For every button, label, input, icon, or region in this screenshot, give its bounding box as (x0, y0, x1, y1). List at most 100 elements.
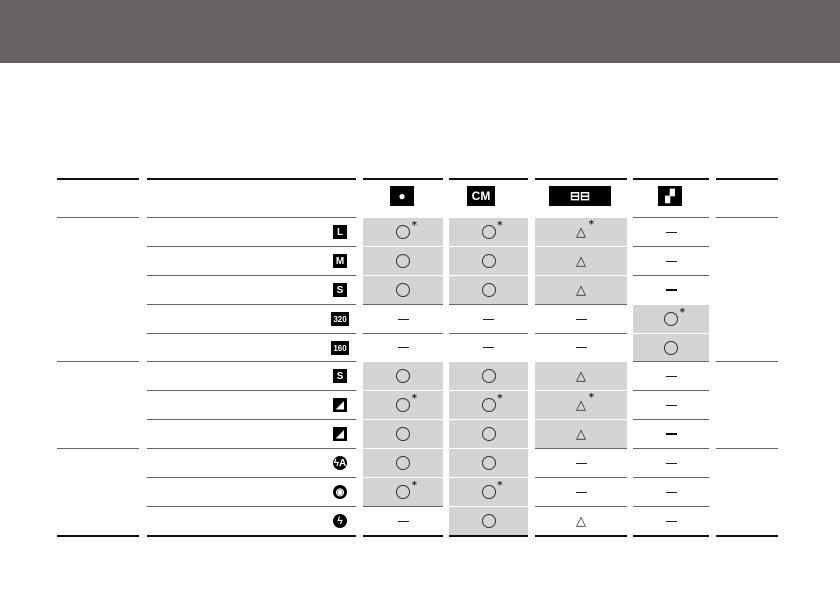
triangle-icon: △ (576, 426, 586, 442)
table-cell (535, 334, 627, 361)
table-cell: * (633, 305, 709, 333)
table-cell (633, 218, 709, 246)
table-cell (633, 449, 709, 477)
triangle-icon: △ (576, 513, 586, 529)
table-cell: * (363, 218, 443, 246)
movie-320-icon: 320 (331, 312, 349, 326)
table-cell (363, 449, 443, 477)
table-cell: △ (535, 276, 627, 304)
table-cell (449, 247, 528, 275)
circle-icon: * (481, 480, 503, 499)
top-rule (363, 178, 443, 180)
circle-icon (396, 427, 410, 441)
row-rule (716, 217, 778, 218)
circle-icon (481, 254, 496, 268)
table-cell (363, 507, 443, 535)
dash-icon (575, 318, 587, 320)
fine-icon: ◢ (333, 398, 347, 412)
superfine-icon: S (333, 369, 347, 383)
table-cell (449, 362, 528, 390)
top-rule (716, 178, 778, 180)
camera-auto-icon: ● (390, 186, 414, 206)
table-cell: △ (535, 247, 627, 275)
table-cell (535, 305, 627, 333)
table-cell: * (449, 478, 528, 506)
table-cell (633, 478, 709, 506)
row-rule (449, 304, 528, 305)
top-rule (633, 178, 709, 180)
dash-icon (665, 231, 677, 233)
row-rule (449, 333, 528, 334)
table-cell (363, 247, 443, 275)
bottom-rule (535, 535, 627, 537)
circle-icon: * (664, 307, 685, 326)
stitch-assist-icon: ⊟⊟ (549, 186, 611, 206)
table-cell: * (363, 478, 443, 506)
circle-icon (481, 514, 496, 528)
group-rule (57, 448, 139, 449)
dash-icon (665, 433, 677, 435)
table-cell (535, 449, 627, 477)
asterisk: * (497, 393, 503, 404)
row-rule (716, 361, 778, 362)
table-cell (633, 334, 709, 361)
dash-icon (575, 491, 587, 493)
row-rule (535, 304, 627, 305)
group-rule (57, 361, 139, 362)
circle-icon (396, 456, 410, 470)
row-rule (633, 217, 709, 218)
row-rule (147, 275, 356, 276)
row-rule (633, 361, 709, 362)
table-cell (363, 305, 443, 333)
table-cell (363, 276, 443, 304)
bottom-rule (363, 535, 443, 537)
dash-icon (397, 520, 409, 522)
dash-icon (665, 462, 677, 464)
table-cell (633, 420, 709, 448)
medium-resolution-icon: M (333, 254, 347, 268)
bottom-rule (633, 535, 709, 537)
table-cell: * (449, 391, 528, 419)
group-rule (57, 217, 139, 218)
circle-icon: * (481, 393, 503, 412)
table-cell (535, 478, 627, 506)
circle-icon: * (396, 220, 417, 239)
table-cell (633, 247, 709, 275)
dash-icon (665, 260, 677, 262)
asterisk: * (588, 391, 594, 403)
circle-icon (396, 283, 410, 297)
dash-icon (397, 318, 409, 320)
asterisk: * (679, 307, 685, 318)
triangle-icon: △ * (576, 218, 594, 240)
dash-icon (665, 404, 677, 406)
dash-icon (665, 491, 677, 493)
circle-icon: * (396, 393, 417, 412)
camera-manual-icon: CM (467, 186, 495, 206)
movie-icon: ▞ (658, 186, 682, 206)
table-cell (633, 391, 709, 419)
normal-icon: ◢ (333, 427, 347, 441)
circle-icon (481, 369, 496, 383)
table-cell (363, 420, 443, 448)
row-rule (147, 506, 356, 507)
circle-icon (396, 254, 410, 268)
table-cell (449, 420, 528, 448)
row-rule (147, 390, 356, 391)
row-rule (147, 304, 356, 305)
table-cell: * (449, 218, 528, 246)
row-rule (363, 506, 443, 507)
table-cell: △ * (535, 218, 627, 246)
small-resolution-icon: S (333, 283, 347, 297)
table-cell (363, 334, 443, 361)
table-cell (633, 507, 709, 535)
row-rule (535, 477, 627, 478)
row-rule (633, 246, 709, 247)
top-rule (535, 178, 627, 180)
movie-160-icon: 160 (331, 341, 349, 355)
circle-icon: * (396, 480, 417, 499)
row-rule (633, 275, 709, 276)
row-rule (716, 448, 778, 449)
row-rule (535, 333, 627, 334)
dash-icon (665, 375, 677, 377)
row-rule (147, 333, 356, 334)
